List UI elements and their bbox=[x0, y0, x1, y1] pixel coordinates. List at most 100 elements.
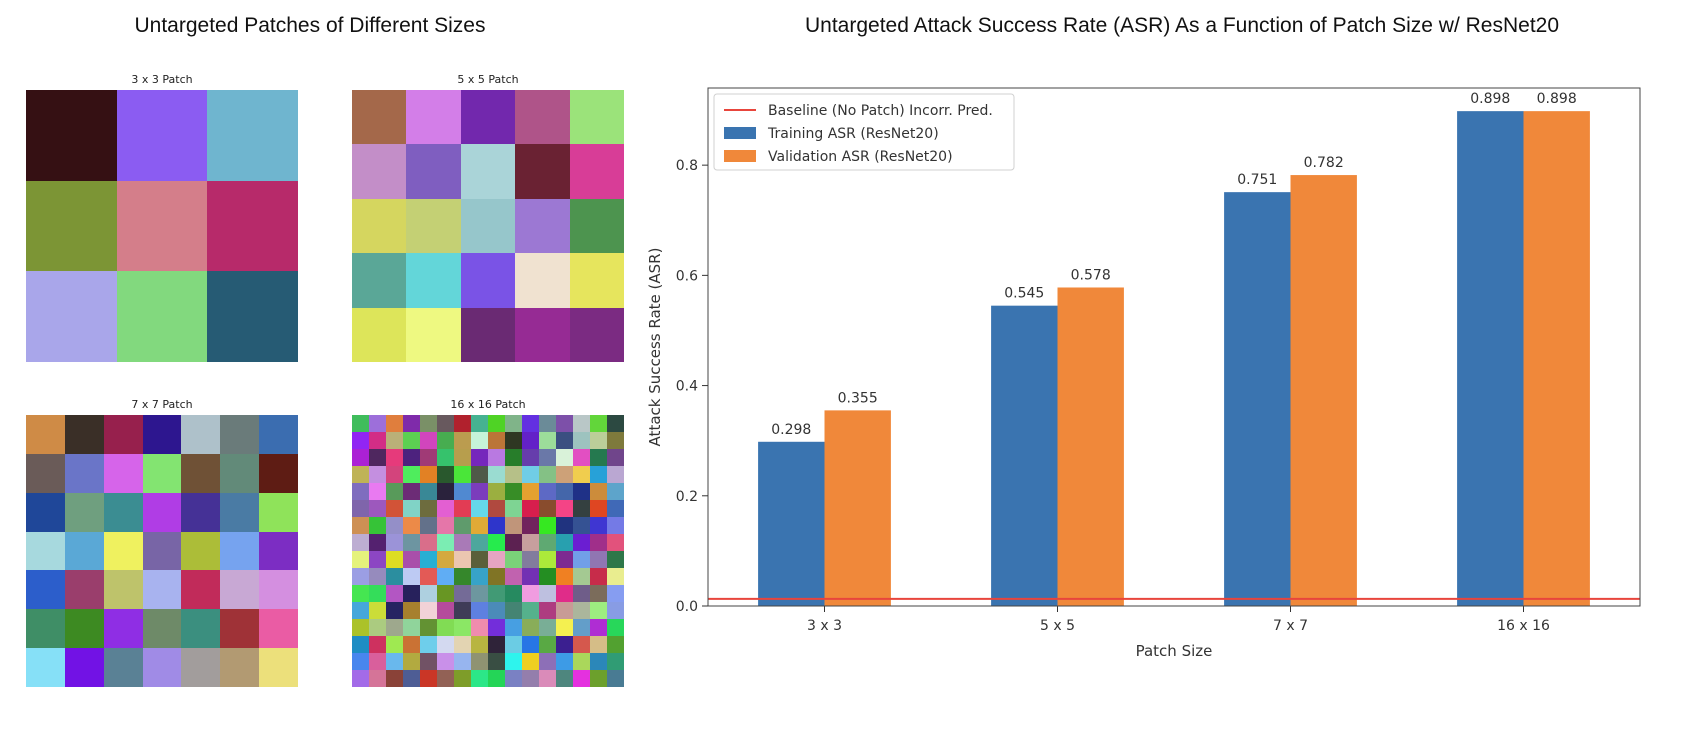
patch-cell bbox=[471, 670, 488, 687]
patch-cell bbox=[352, 585, 369, 602]
legend-label: Baseline (No Patch) Incorr. Pred. bbox=[768, 103, 993, 119]
patch-cell bbox=[103, 453, 143, 493]
patch-cell bbox=[522, 500, 539, 517]
patch-cell bbox=[590, 517, 607, 534]
patch-cell bbox=[460, 253, 516, 308]
patch-cell bbox=[607, 636, 624, 653]
patch-cell bbox=[539, 619, 556, 636]
patch-cell bbox=[573, 466, 590, 483]
patch-cell bbox=[488, 415, 505, 432]
patch-cell bbox=[386, 653, 403, 670]
patch-cell bbox=[590, 602, 607, 619]
patch-cell bbox=[352, 90, 407, 145]
patch-cell bbox=[406, 90, 461, 145]
patch-cell bbox=[369, 585, 386, 602]
patch-cell bbox=[556, 585, 573, 602]
patch-5x5: 5 x 5 Patch bbox=[352, 73, 624, 362]
patch-cell bbox=[420, 568, 437, 585]
patch-cell bbox=[460, 90, 516, 145]
patch-cell bbox=[539, 585, 556, 602]
patch-3x3: 3 x 3 Patch bbox=[26, 73, 298, 362]
patch-cell bbox=[420, 670, 437, 687]
patch-cell bbox=[505, 432, 522, 449]
patch-cell bbox=[386, 619, 403, 636]
patch-cell bbox=[488, 619, 505, 636]
patch-cell bbox=[369, 500, 386, 517]
patch-cell bbox=[522, 415, 539, 432]
patch-cell bbox=[369, 534, 386, 551]
patch-cell bbox=[522, 483, 539, 500]
patch-cell bbox=[259, 492, 298, 532]
patch-cell bbox=[220, 531, 260, 571]
bar-value-label: 0.782 bbox=[1304, 155, 1344, 171]
patch-cell bbox=[369, 568, 386, 585]
patch-cell bbox=[403, 466, 420, 483]
patch-cell bbox=[505, 636, 522, 653]
patch-cell bbox=[522, 517, 539, 534]
patch-cell bbox=[573, 432, 590, 449]
patch-cell bbox=[437, 585, 454, 602]
patch-cell bbox=[437, 619, 454, 636]
patch-cell bbox=[607, 449, 624, 466]
patch-cell bbox=[556, 517, 573, 534]
bar-value-label: 0.751 bbox=[1237, 172, 1277, 188]
patch-cell bbox=[539, 500, 556, 517]
patch-cell bbox=[369, 517, 386, 534]
patch-cell bbox=[522, 551, 539, 568]
patch-cell bbox=[454, 534, 471, 551]
patch-cell bbox=[488, 534, 505, 551]
patch-cell bbox=[454, 636, 471, 653]
y-tick-label: 0.0 bbox=[676, 599, 698, 615]
patch-cell bbox=[420, 585, 437, 602]
patch-cell bbox=[471, 653, 488, 670]
patch-cell bbox=[64, 570, 104, 610]
patch-cell bbox=[386, 636, 403, 653]
patch-cell bbox=[460, 307, 516, 362]
legend-label: Validation ASR (ResNet20) bbox=[768, 149, 953, 165]
patch-cell bbox=[64, 648, 104, 687]
patch-cell bbox=[420, 415, 437, 432]
patch-cell bbox=[181, 492, 221, 532]
patch-cell bbox=[369, 619, 386, 636]
patch-cell bbox=[573, 653, 590, 670]
patch-cell bbox=[539, 534, 556, 551]
patch-cell bbox=[386, 517, 403, 534]
patch-cell bbox=[406, 253, 461, 308]
patch-cell bbox=[403, 517, 420, 534]
patch-cell bbox=[352, 415, 369, 432]
legend-box bbox=[713, 93, 1015, 171]
patch-cell bbox=[64, 415, 104, 454]
patch-cell bbox=[369, 466, 386, 483]
patch-cell bbox=[103, 531, 143, 571]
patch-cell bbox=[607, 432, 624, 449]
patch-cell bbox=[142, 648, 182, 687]
patch-cell bbox=[26, 453, 65, 493]
patch-cell bbox=[64, 492, 104, 532]
bar-training bbox=[991, 305, 1058, 606]
patch-cell bbox=[556, 415, 573, 432]
patch-cell bbox=[403, 670, 420, 687]
patch-cell bbox=[460, 144, 516, 199]
patch-cell bbox=[454, 568, 471, 585]
patch-cell bbox=[556, 619, 573, 636]
patch-cell bbox=[556, 432, 573, 449]
patch-cell bbox=[573, 449, 590, 466]
patch-cell bbox=[420, 653, 437, 670]
patch-cell bbox=[259, 648, 298, 687]
bar-training bbox=[1457, 111, 1524, 606]
patch-cell bbox=[590, 432, 607, 449]
patch-cell bbox=[437, 483, 454, 500]
patch-cell bbox=[352, 307, 407, 362]
patch-cell bbox=[573, 551, 590, 568]
patch-cell bbox=[471, 517, 488, 534]
patch-cell bbox=[437, 551, 454, 568]
legend-swatch bbox=[724, 127, 756, 139]
bar-value-label: 0.898 bbox=[1537, 91, 1577, 107]
patch-cell bbox=[454, 653, 471, 670]
patch-cell bbox=[437, 517, 454, 534]
patch-cell bbox=[386, 568, 403, 585]
patch-cell bbox=[454, 551, 471, 568]
patch-cell bbox=[64, 609, 104, 649]
patch-cell bbox=[386, 500, 403, 517]
patch-cell bbox=[437, 432, 454, 449]
